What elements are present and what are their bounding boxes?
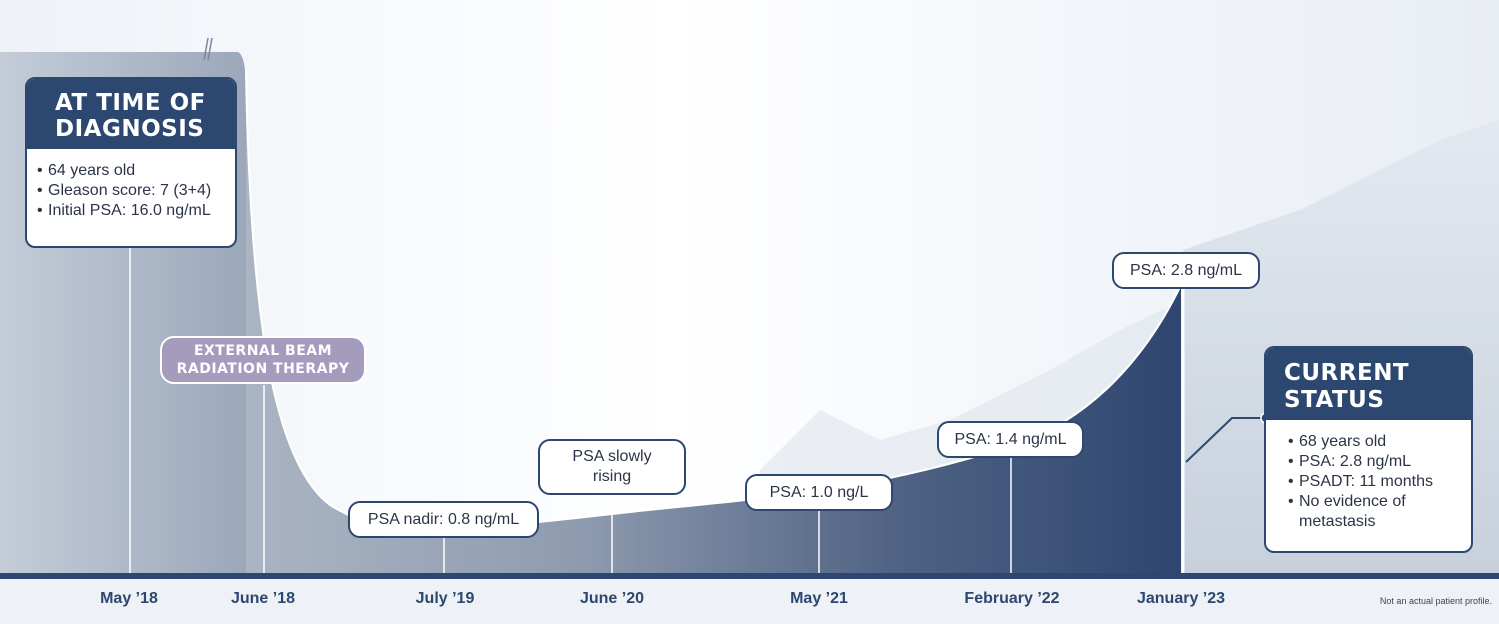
current-status-card: CURRENT STATUS 68 years old PSA: 2.8 ng/… xyxy=(1264,346,1473,553)
axis-break-mark xyxy=(203,37,209,61)
status-connector xyxy=(1185,417,1266,463)
current-status-item: PSA: 2.8 ng/mL xyxy=(1288,452,1471,472)
psa-2021-callout: PSA: 1.0 ng/L xyxy=(745,474,893,511)
psa-2023-callout: PSA: 2.8 ng/mL xyxy=(1112,252,1260,289)
disclaimer: Not an actual patient profile. xyxy=(1379,596,1492,606)
diagnosis-item: 64 years old xyxy=(37,161,235,181)
timeline-date: May ’18 xyxy=(100,590,158,607)
psa-2021-text: PSA: 1.0 ng/L xyxy=(769,483,869,501)
psa-2023-text: PSA: 2.8 ng/mL xyxy=(1129,261,1243,279)
timeline-date: February ’22 xyxy=(964,590,1060,607)
treatment-label-line2: RADIATION THERAPY xyxy=(176,361,350,377)
timeline-date: January ’23 xyxy=(1136,590,1226,607)
psa-nadir-text: PSA nadir: 0.8 ng/mL xyxy=(367,510,520,528)
diagnosis-item: Initial PSA: 16.0 ng/mL xyxy=(37,201,235,221)
footer-band xyxy=(0,579,1499,624)
current-status-item: No evidence of metastasis xyxy=(1288,492,1471,532)
timeline-date: June ’18 xyxy=(230,590,296,607)
current-status-list: 68 years old PSA: 2.8 ng/mL PSADT: 11 mo… xyxy=(1266,420,1471,532)
psa-2022-text: PSA: 1.4 ng/mL xyxy=(954,430,1067,448)
diagnosis-title-line1: AT TIME OF xyxy=(55,90,206,116)
current-status-title-line2: STATUS xyxy=(1284,387,1385,413)
timeline-date: June ’20 xyxy=(579,590,645,607)
axis-break-mark xyxy=(207,37,213,61)
treatment-label-line1: EXTERNAL BEAM xyxy=(193,343,333,359)
psa-2022-callout: PSA: 1.4 ng/mL xyxy=(937,421,1084,458)
psa-area xyxy=(246,70,1181,575)
diagnosis-title-line2: DIAGNOSIS xyxy=(55,116,205,142)
diagnosis-item: Gleason score: 7 (3+4) xyxy=(37,181,235,201)
psa-rising-line1: PSA slowly xyxy=(572,448,652,465)
current-status-title-line1: CURRENT xyxy=(1284,360,1410,386)
diagnosis-list: 64 years old Gleason score: 7 (3+4) Init… xyxy=(27,149,235,221)
timeline-date: May ’21 xyxy=(790,590,848,607)
psa-rising-callout: PSA slowly rising xyxy=(538,439,686,495)
current-status-item: 68 years old xyxy=(1288,432,1471,452)
timeline-date: July ’19 xyxy=(415,590,475,607)
current-status-item: PSADT: 11 months xyxy=(1288,472,1471,492)
psa-nadir-callout: PSA nadir: 0.8 ng/mL xyxy=(348,501,539,538)
psa-rising-line2: rising xyxy=(592,468,632,485)
diagnosis-card: AT TIME OF DIAGNOSIS 64 years old Gleaso… xyxy=(25,77,237,248)
treatment-label: EXTERNAL BEAM RADIATION THERAPY xyxy=(160,336,366,384)
timeline-baseline xyxy=(0,573,1499,579)
current-status-title: CURRENT STATUS xyxy=(1266,348,1471,420)
diagnosis-card-title: AT TIME OF DIAGNOSIS xyxy=(27,79,235,149)
